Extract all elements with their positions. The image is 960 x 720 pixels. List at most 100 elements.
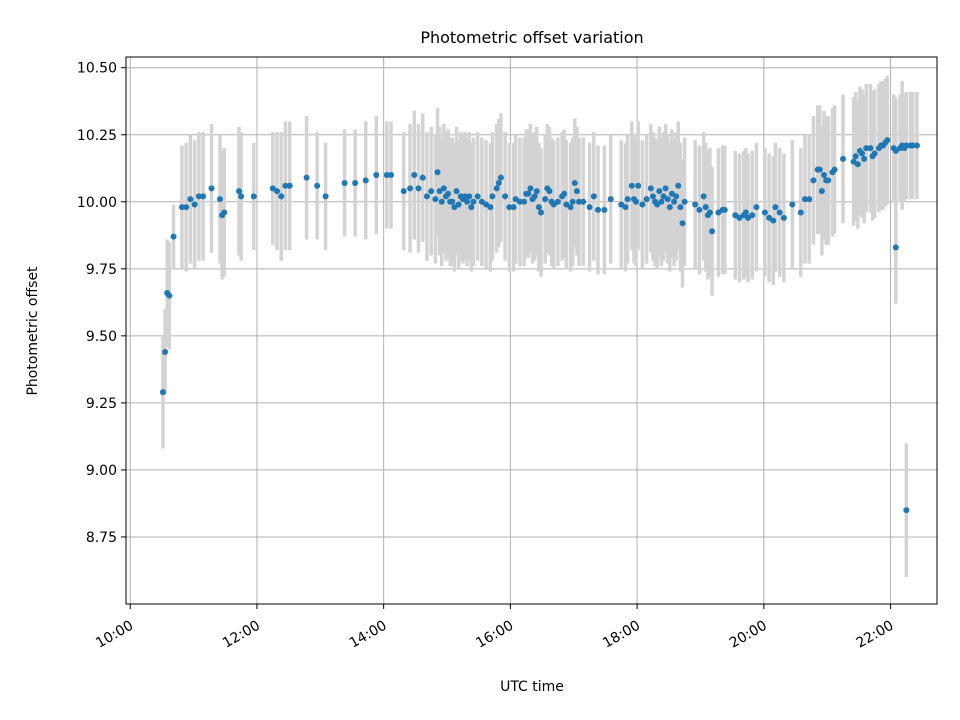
data-point bbox=[525, 190, 532, 197]
data-point bbox=[852, 153, 859, 160]
data-point bbox=[721, 206, 728, 213]
data-point bbox=[643, 196, 650, 203]
data-point bbox=[411, 171, 418, 178]
data-point bbox=[546, 188, 553, 195]
data-point bbox=[702, 204, 709, 211]
data-point bbox=[666, 204, 673, 211]
data-point bbox=[455, 201, 462, 208]
data-point bbox=[423, 193, 430, 200]
y-tick-label: 9.25 bbox=[86, 396, 117, 412]
data-point bbox=[438, 198, 445, 205]
y-tick-label: 9.75 bbox=[86, 262, 117, 278]
data-point bbox=[341, 180, 348, 187]
data-point bbox=[797, 209, 804, 216]
data-point bbox=[681, 198, 688, 205]
data-point bbox=[200, 193, 207, 200]
data-point bbox=[303, 174, 310, 181]
data-point bbox=[516, 198, 523, 205]
chart-title: Photometric offset variation bbox=[420, 28, 643, 47]
data-point bbox=[282, 182, 289, 189]
y-tick-label: 8.75 bbox=[86, 530, 117, 546]
data-point bbox=[183, 204, 190, 211]
data-point bbox=[569, 198, 576, 205]
data-point bbox=[909, 142, 916, 149]
data-point bbox=[461, 193, 468, 200]
data-point bbox=[314, 182, 321, 189]
data-point bbox=[538, 209, 545, 216]
data-point bbox=[780, 214, 787, 221]
data-point bbox=[419, 174, 426, 181]
data-point bbox=[428, 188, 435, 195]
data-point bbox=[542, 196, 549, 203]
data-point bbox=[178, 204, 185, 211]
data-point bbox=[700, 193, 707, 200]
data-point bbox=[818, 188, 825, 195]
data-point bbox=[159, 389, 166, 396]
data-point bbox=[493, 185, 500, 192]
data-point bbox=[679, 220, 686, 227]
data-point bbox=[187, 196, 194, 203]
y-axis-label: Photometric offset bbox=[25, 266, 41, 396]
data-point bbox=[776, 209, 783, 216]
data-point bbox=[208, 185, 215, 192]
data-point bbox=[821, 171, 828, 178]
data-point bbox=[235, 188, 242, 195]
data-point bbox=[913, 142, 920, 149]
data-point bbox=[466, 193, 473, 200]
data-point bbox=[487, 204, 494, 211]
data-point bbox=[903, 142, 910, 149]
data-point bbox=[407, 185, 414, 192]
data-point bbox=[595, 206, 602, 213]
data-point bbox=[671, 198, 678, 205]
data-point bbox=[221, 209, 228, 216]
data-point bbox=[677, 204, 684, 211]
data-point bbox=[635, 182, 642, 189]
data-point bbox=[810, 177, 817, 184]
data-point bbox=[649, 193, 656, 200]
y-tick-label: 9.00 bbox=[86, 463, 117, 479]
data-point bbox=[495, 180, 502, 187]
data-point bbox=[434, 169, 441, 176]
data-point bbox=[170, 233, 177, 240]
data-point bbox=[861, 155, 868, 162]
data-point bbox=[250, 193, 257, 200]
data-point bbox=[567, 204, 574, 211]
data-point bbox=[871, 150, 878, 157]
data-point bbox=[561, 190, 568, 197]
data-point bbox=[362, 177, 369, 184]
data-point bbox=[352, 180, 359, 187]
data-point bbox=[470, 198, 477, 205]
data-point bbox=[624, 196, 631, 203]
data-point bbox=[489, 193, 496, 200]
data-point bbox=[554, 198, 561, 205]
y-axis: 8.75 9.00 9.25 9.50 9.75 10.00 10.25 10.50 bbox=[77, 61, 126, 546]
data-point bbox=[903, 507, 910, 514]
data-point bbox=[742, 209, 749, 216]
data-point bbox=[840, 155, 847, 162]
data-points bbox=[159, 137, 920, 514]
data-point bbox=[706, 209, 713, 216]
data-point bbox=[802, 196, 809, 203]
data-point bbox=[502, 193, 509, 200]
data-point bbox=[816, 166, 823, 173]
data-point bbox=[580, 198, 587, 205]
data-point bbox=[586, 204, 593, 211]
data-point bbox=[761, 209, 768, 216]
data-point bbox=[453, 188, 460, 195]
data-point bbox=[191, 201, 198, 208]
data-point bbox=[859, 150, 866, 157]
data-point bbox=[772, 204, 779, 211]
data-point bbox=[831, 166, 838, 173]
data-point bbox=[506, 204, 513, 211]
data-point bbox=[656, 188, 663, 195]
data-point bbox=[628, 182, 635, 189]
y-tick-label: 9.50 bbox=[86, 329, 117, 345]
data-point bbox=[468, 204, 475, 211]
data-point bbox=[445, 190, 452, 197]
x-axis-label: UTC time bbox=[500, 679, 564, 695]
data-point bbox=[166, 292, 173, 299]
data-point bbox=[590, 193, 597, 200]
data-point bbox=[449, 198, 456, 205]
